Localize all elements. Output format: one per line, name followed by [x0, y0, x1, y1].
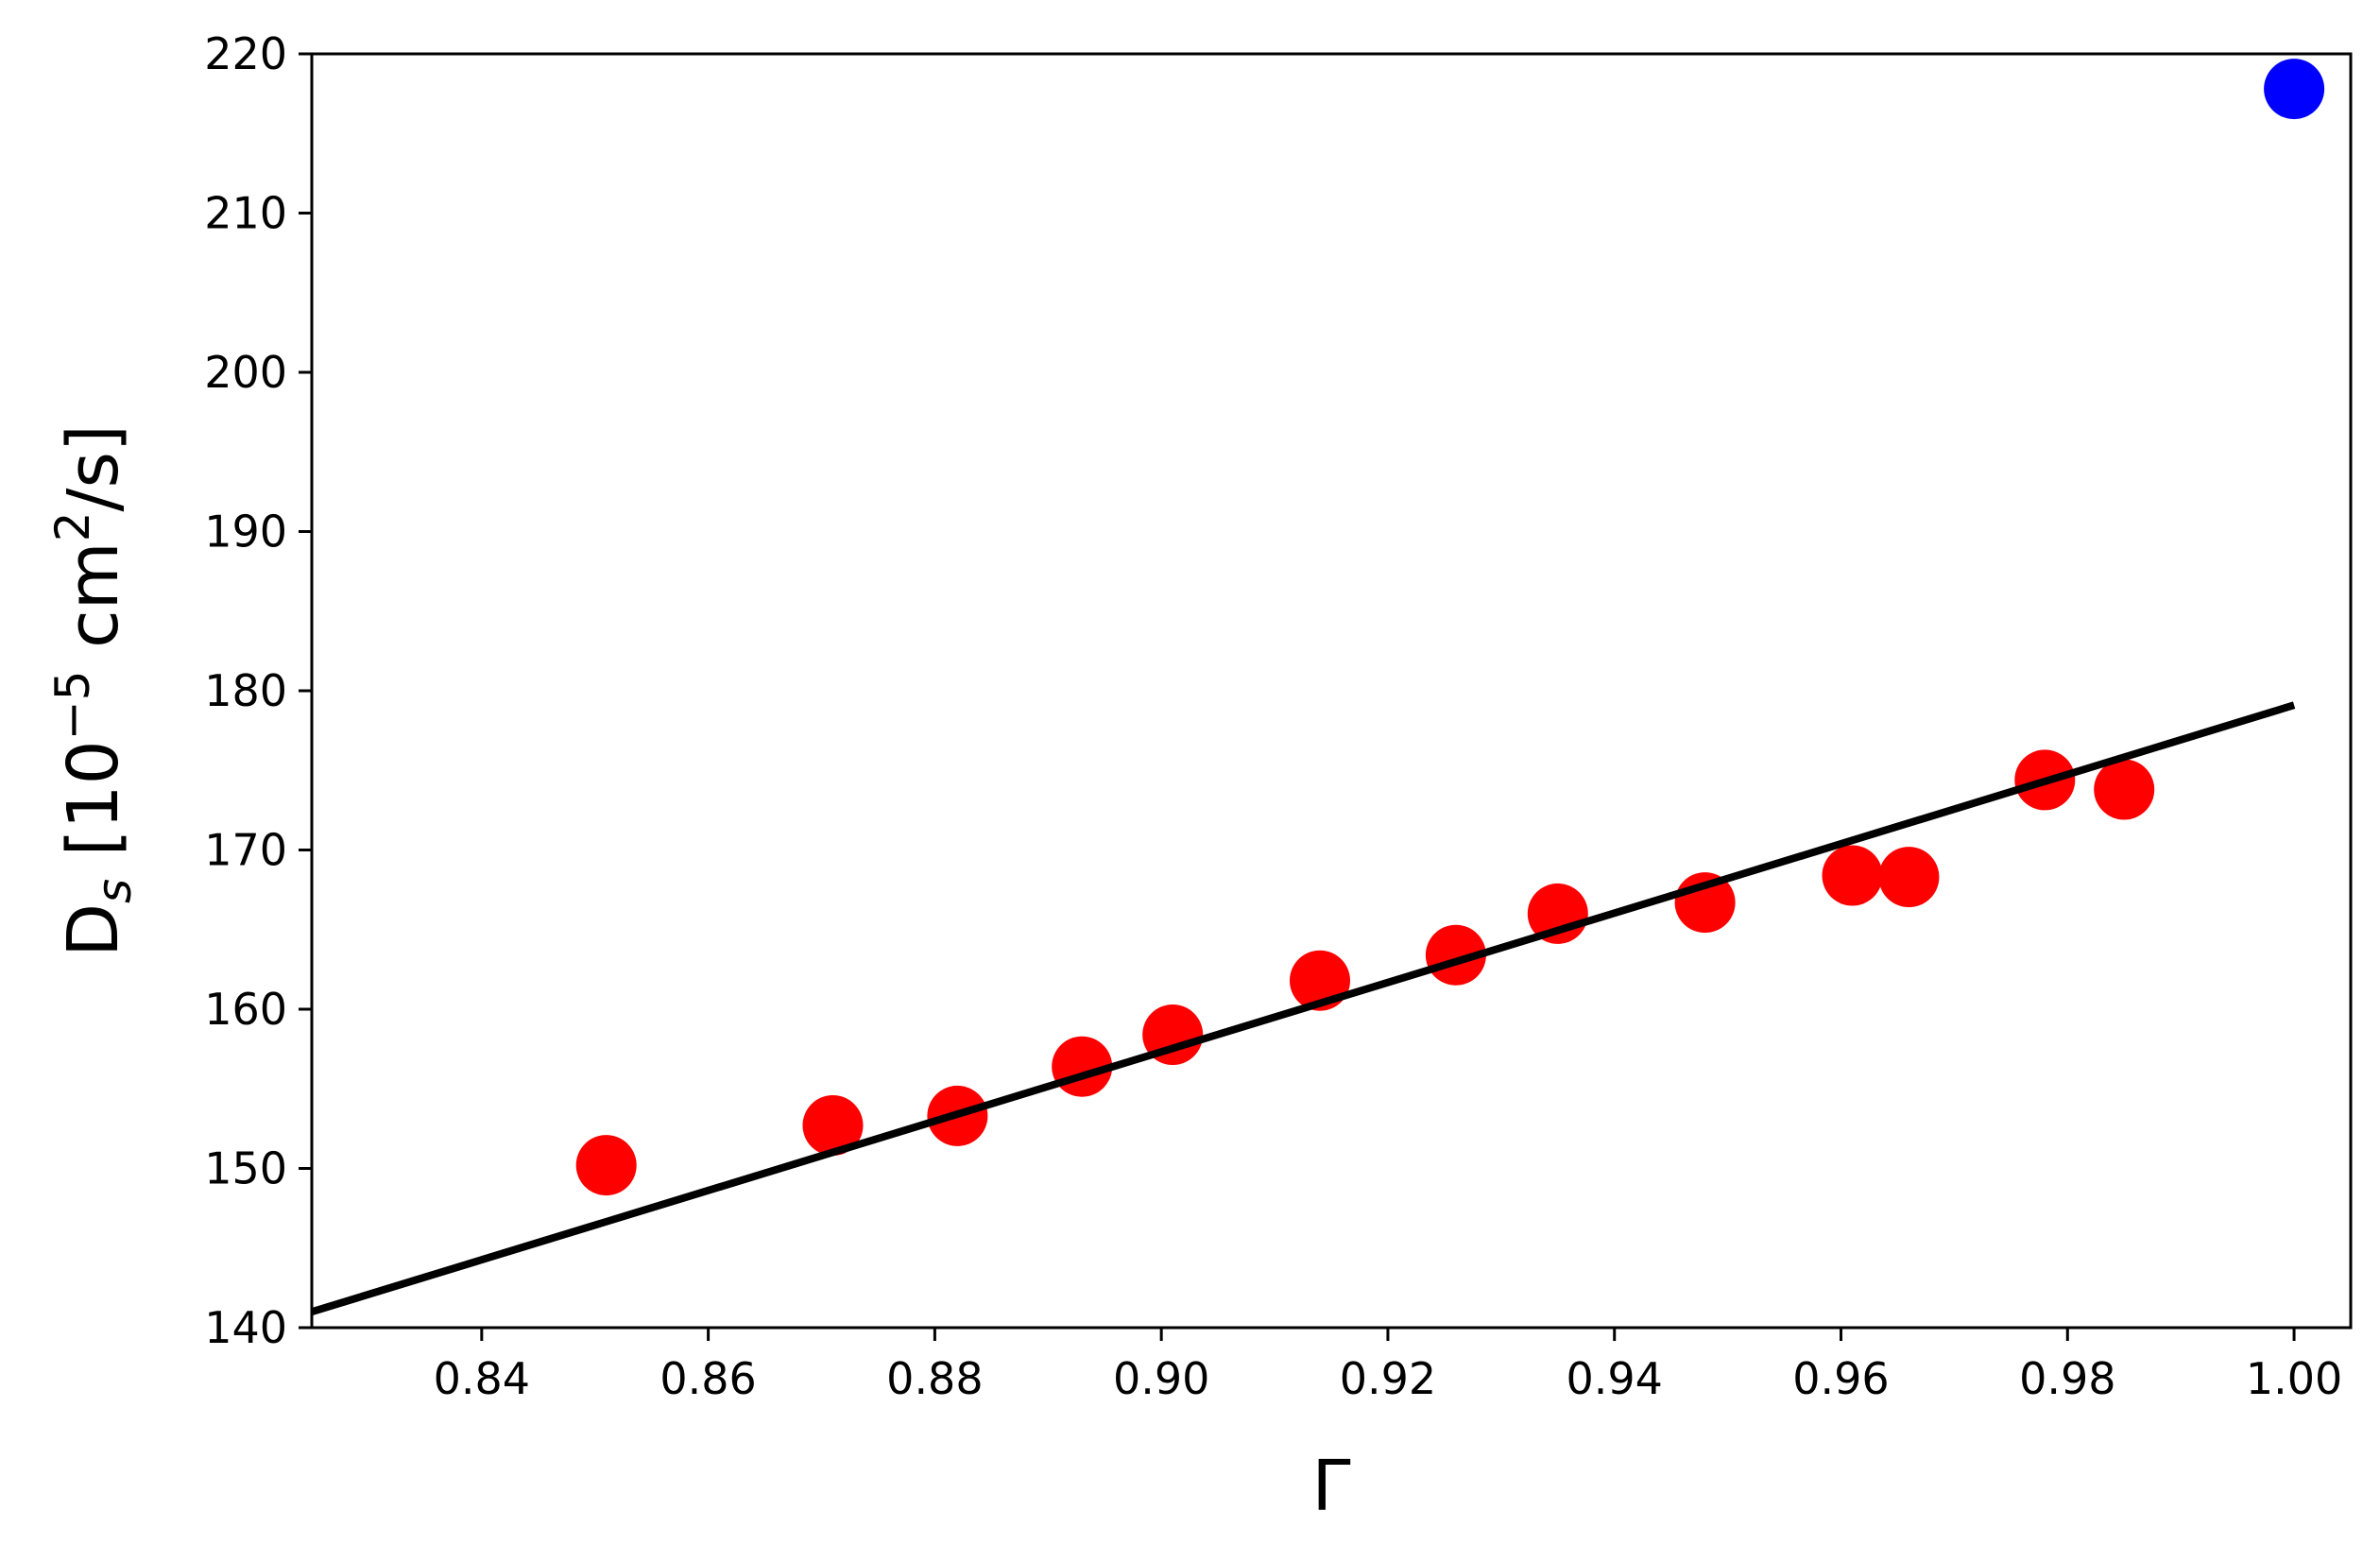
- data-point: [2094, 759, 2155, 820]
- y-axis-title-unit: cm: [53, 541, 134, 670]
- x-tick-label: 0.92: [1340, 1353, 1436, 1404]
- y-axis: 140 150 160 170 180 190 200 210 220: [204, 28, 312, 1353]
- y-tick-label: 220: [204, 28, 287, 79]
- y-axis-title-subscript: s: [87, 879, 142, 903]
- y-axis-title-suffix: /s]: [53, 424, 134, 511]
- y-tick-label: 140: [204, 1302, 287, 1353]
- x-tick-label: 0.90: [1113, 1353, 1209, 1404]
- data-point: [1878, 847, 1940, 908]
- data-point: [575, 1135, 637, 1196]
- data-point: [802, 1095, 864, 1156]
- x-tick-label: 0.98: [2019, 1353, 2115, 1404]
- x-axis-title: Γ: [1311, 1446, 1350, 1527]
- y-tick-label: 210: [204, 188, 287, 239]
- x-tick-label: 0.86: [659, 1353, 756, 1404]
- y-axis-title-exponent-2: 2: [45, 511, 100, 541]
- y-tick-label: 180: [204, 665, 287, 716]
- y-tick-label: 200: [204, 347, 287, 398]
- y-tick-label: 190: [204, 506, 287, 558]
- x-tick-label: 0.96: [1792, 1353, 1889, 1404]
- y-axis-title-exponent: −5: [45, 671, 100, 741]
- x-axis: 0.84 0.86 0.88 0.90 0.92 0.94 0.96 0.98 1.00: [434, 1328, 2342, 1404]
- y-axis-title-prefix: [10: [53, 740, 134, 879]
- x-tick-label: 0.84: [434, 1353, 530, 1404]
- x-tick-label: 1.00: [2246, 1353, 2342, 1404]
- plot-area: [310, 59, 2325, 1316]
- y-tick-label: 150: [204, 1143, 287, 1194]
- x-tick-label: 0.88: [886, 1353, 983, 1404]
- y-axis-title: Ds [10−5 cm2/s]: [45, 424, 142, 957]
- plot-frame: [310, 52, 2353, 1330]
- x-tick-label: 0.94: [1567, 1353, 1663, 1404]
- data-point: [1822, 845, 1883, 906]
- fit-line: [310, 701, 2296, 1316]
- y-tick-label: 170: [204, 825, 287, 876]
- data-point: [2264, 59, 2325, 120]
- y-tick-label: 160: [204, 984, 287, 1035]
- y-axis-title-main: D: [53, 903, 134, 957]
